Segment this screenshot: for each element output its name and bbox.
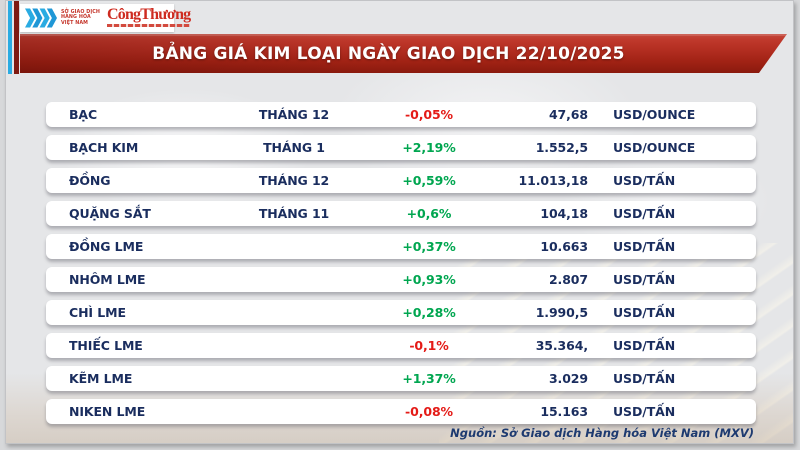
change-percent: -0,05% xyxy=(405,107,453,122)
price-value: 2.807 xyxy=(548,272,588,287)
price-value: 47,68 xyxy=(548,107,588,122)
price-unit: USD/TẤN xyxy=(613,173,676,188)
mxv-logo-icon xyxy=(25,8,57,28)
mxv-logo-line3: VIỆT NAM xyxy=(61,20,89,26)
table-row: BẠC THÁNG 12 -0,05% 47,68 USD/OUNCE xyxy=(46,102,756,127)
price-value: 15.163 xyxy=(540,404,588,419)
price-value: 11.013,18 xyxy=(518,173,589,188)
change-percent: +0,93% xyxy=(402,272,456,287)
page-title: BẢNG GIÁ KIM LOẠI NGÀY GIAO DỊCH 22/10/2… xyxy=(152,43,625,64)
price-unit: USD/TẤN xyxy=(613,206,676,221)
commodity-name: ĐỒNG LME xyxy=(69,239,144,254)
change-percent: +0,37% xyxy=(402,239,456,254)
logo-bar: SỞ GIAO DỊCH HÀNG HÓA VIỆT NAM CôngThươn… xyxy=(20,4,191,32)
price-unit: USD/TẤN xyxy=(613,272,676,287)
price-value: 1.990,5 xyxy=(535,305,588,320)
mxv-logo-line2: HÀNG HÓA xyxy=(61,15,91,21)
price-flyer: SỞ GIAO DỊCH HÀNG HÓA VIỆT NAM CôngThươn… xyxy=(5,0,794,444)
source-credit: Nguồn: Sở Giao dịch Hàng hóa Việt Nam (M… xyxy=(450,426,754,440)
commodity-name: QUẶNG SẮT xyxy=(69,206,151,221)
commodity-name: BẠCH KIM xyxy=(69,140,139,155)
change-percent: -0,1% xyxy=(409,338,449,353)
price-value: 10.663 xyxy=(540,239,588,254)
contract-month: THÁNG 12 xyxy=(258,107,330,122)
price-unit: USD/TẤN xyxy=(613,239,676,254)
price-unit: USD/TẤN xyxy=(613,404,676,419)
table-row: NIKEN LME -0,08% 15.163 USD/TẤN xyxy=(46,399,756,424)
price-table: BẠC THÁNG 12 -0,05% 47,68 USD/OUNCE BẠCH KIM T… xyxy=(46,102,756,432)
left-accent-stripe-maroon xyxy=(14,1,19,74)
change-percent: -0,08% xyxy=(405,404,453,419)
table-row: QUẶNG SẮT THÁNG 11 +0,6% 104,18 USD/TẤN xyxy=(46,201,756,226)
contract-month: THÁNG 1 xyxy=(263,140,325,155)
commodity-name: BẠC xyxy=(69,107,98,122)
change-percent: +1,37% xyxy=(402,371,456,386)
change-percent: +0,59% xyxy=(402,173,456,188)
mxv-logo-line1: SỞ GIAO DỊCH xyxy=(61,10,100,16)
commodity-name: CHÌ LME xyxy=(69,305,126,320)
contract-month: THÁNG 11 xyxy=(258,206,330,221)
price-unit: USD/TẤN xyxy=(613,371,676,386)
change-percent: +0,6% xyxy=(406,206,452,221)
table-row: ĐỒNG LME +0,37% 10.663 USD/TẤN xyxy=(46,234,756,259)
change-percent: +2,19% xyxy=(402,140,456,155)
congthuong-logo: CôngThương xyxy=(107,6,191,27)
table-row: ĐỒNG THÁNG 12 +0,59% 11.013,18 USD/TẤN xyxy=(46,168,756,193)
change-percent: +0,28% xyxy=(402,305,456,320)
price-unit: USD/OUNCE xyxy=(613,107,696,122)
mxv-logo-text: SỞ GIAO DỊCH HÀNG HÓA VIỆT NAM xyxy=(61,10,100,25)
price-value: 104,18 xyxy=(540,206,588,221)
table-row: THIẾC LME -0,1% 35.364, USD/TẤN xyxy=(46,333,756,358)
price-unit: USD/TẤN xyxy=(613,305,676,320)
table-row: KẼM LME +1,37% 3.029 USD/TẤN xyxy=(46,366,756,391)
congthuong-tagline-rule xyxy=(107,24,191,27)
commodity-name: NIKEN LME xyxy=(69,404,146,419)
title-banner: BẢNG GIÁ KIM LOẠI NGÀY GIAO DỊCH 22/10/2… xyxy=(20,34,787,73)
price-unit: USD/OUNCE xyxy=(613,140,696,155)
table-row: CHÌ LME +0,28% 1.990,5 USD/TẤN xyxy=(46,300,756,325)
price-unit: USD/TẤN xyxy=(613,338,676,353)
table-row: NHÔM LME +0,93% 2.807 USD/TẤN xyxy=(46,267,756,292)
left-accent-stripe-cyan xyxy=(8,1,12,74)
congthuong-logo-text: CôngThương xyxy=(107,6,191,23)
commodity-name: KẼM LME xyxy=(69,371,133,386)
price-value: 35.364, xyxy=(535,338,588,353)
price-value: 3.029 xyxy=(548,371,588,386)
commodity-name: NHÔM LME xyxy=(69,272,146,287)
contract-month: THÁNG 12 xyxy=(258,173,330,188)
price-value: 1.552,5 xyxy=(535,140,588,155)
table-row: BẠCH KIM THÁNG 1 +2,19% 1.552,5 USD/OUNCE xyxy=(46,135,756,160)
commodity-name: THIẾC LME xyxy=(69,338,143,353)
commodity-name: ĐỒNG xyxy=(69,173,111,188)
